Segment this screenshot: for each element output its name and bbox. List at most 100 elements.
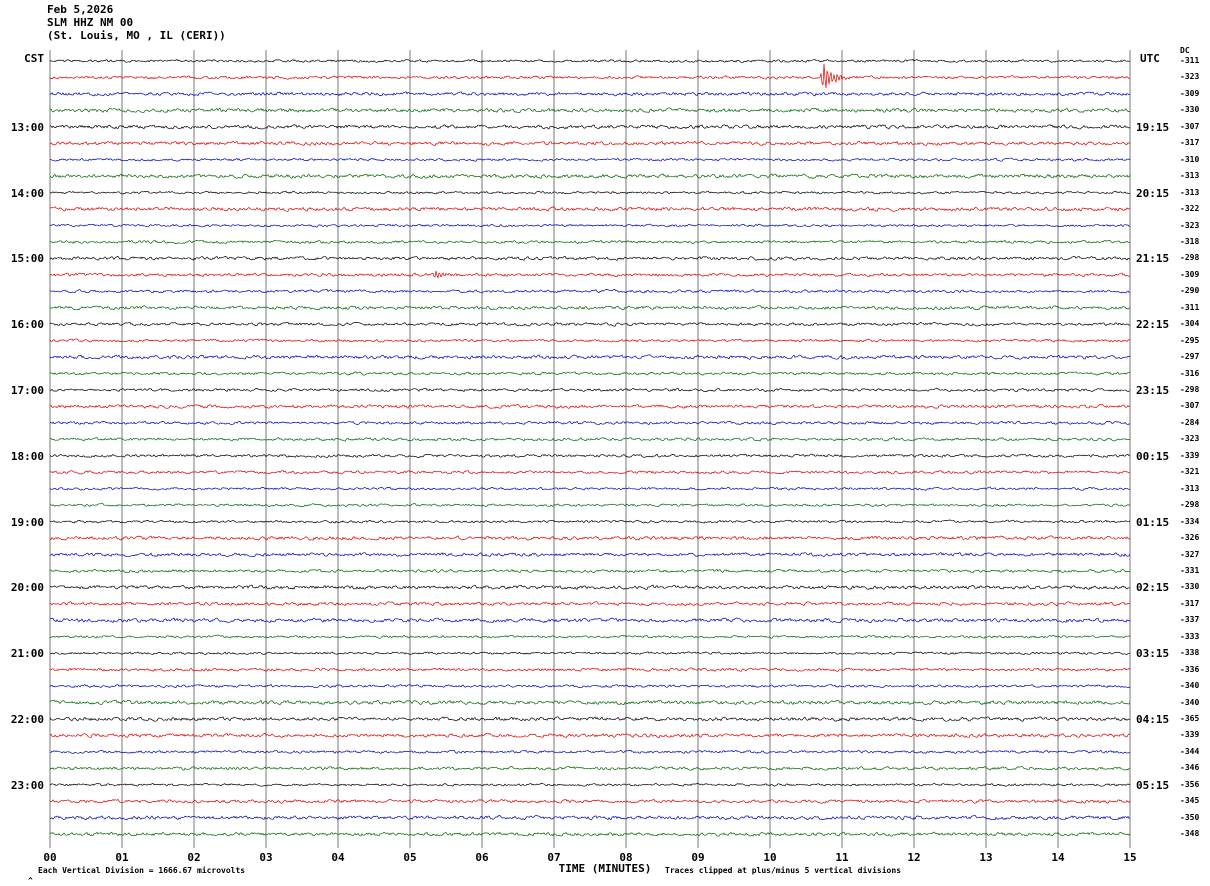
dc-offset-value: -339	[1180, 451, 1200, 460]
dc-offset-value: -346	[1180, 763, 1200, 772]
x-tick-label: 09	[691, 851, 705, 864]
cst-hour-label: 19:00	[10, 516, 44, 529]
dc-offset-value: -344	[1180, 747, 1200, 756]
x-tick-label: 01	[115, 851, 129, 864]
x-tick-label: 03	[259, 851, 273, 864]
seismogram-trace	[49, 651, 1131, 656]
dc-offset-value: -323	[1180, 221, 1200, 230]
x-axis-title: TIME (MINUTES)	[558, 862, 652, 875]
dc-offset-value: -309	[1180, 270, 1200, 279]
seismogram-trace	[49, 321, 1130, 327]
dc-offset-value: -322	[1180, 204, 1200, 213]
seismogram-trace	[49, 601, 1131, 607]
seismogram-trace	[49, 782, 1131, 787]
x-tick-label: 05	[403, 851, 417, 864]
seismogram-trace	[49, 814, 1131, 821]
x-tick-label: 12	[907, 851, 921, 864]
dc-offset-value: -336	[1180, 665, 1200, 674]
cst-hour-label: 21:00	[10, 647, 44, 660]
cst-hour-label: 23:00	[10, 779, 44, 792]
utc-time-label: 02:15	[1136, 581, 1170, 594]
seismogram-trace	[49, 437, 1131, 442]
seismogram-trace	[49, 58, 1131, 63]
seismogram-trace	[49, 91, 1130, 97]
dc-offset-value: -298	[1180, 385, 1200, 394]
dc-offset-value: -350	[1180, 813, 1200, 822]
cst-hour-label: 15:00	[10, 252, 44, 265]
dc-offset-value: -317	[1180, 599, 1200, 608]
dc-offset-value: -298	[1180, 253, 1200, 262]
dc-offset-value: -330	[1180, 105, 1200, 114]
cst-hour-label: 20:00	[10, 581, 44, 594]
header-station: SLM HHZ NM 00	[47, 16, 134, 29]
seismogram-trace	[49, 766, 1131, 771]
seismogram-trace	[49, 371, 1131, 376]
seismogram-trace	[49, 190, 1131, 195]
right-axis-header-utc: UTC	[1140, 52, 1160, 65]
utc-time-label: 04:15	[1136, 713, 1170, 726]
utc-time-label: 22:15	[1136, 318, 1170, 331]
seismogram-trace	[49, 354, 1131, 360]
seismogram-trace	[49, 206, 1131, 212]
dc-offset-value: -323	[1180, 72, 1200, 81]
seismogram-trace	[49, 634, 1131, 639]
cst-hour-label: 17:00	[10, 384, 44, 397]
utc-time-label: 19:15	[1136, 121, 1170, 134]
dc-offset-value: -339	[1180, 730, 1200, 739]
dc-offset-value: -313	[1180, 171, 1200, 180]
dc-offset-value: -326	[1180, 533, 1200, 542]
dc-offset-value: -321	[1180, 467, 1200, 476]
dc-offset-value: -323	[1180, 434, 1200, 443]
dc-offset-value: -333	[1180, 632, 1200, 641]
dc-offset-value: -304	[1180, 319, 1200, 328]
seismogram-trace	[49, 535, 1131, 541]
dc-offset-value: -295	[1180, 336, 1200, 345]
dc-offset-value: -313	[1180, 188, 1200, 197]
seismogram-trace	[49, 107, 1131, 114]
cst-hour-label: 14:00	[10, 187, 44, 200]
dc-offset-value: -307	[1180, 122, 1200, 131]
seismogram-trace	[49, 732, 1131, 738]
utc-time-label: 05:15	[1136, 779, 1170, 792]
dc-offset-value: -311	[1180, 56, 1200, 65]
x-tick-label: 04	[331, 851, 345, 864]
seismogram-trace	[49, 568, 1131, 574]
utc-time-label: 03:15	[1136, 647, 1170, 660]
dc-offset-value: -338	[1180, 648, 1200, 657]
seismogram-trace	[49, 667, 1131, 672]
utc-time-label: 23:15	[1136, 384, 1170, 397]
x-tick-label: 10	[763, 851, 777, 864]
seismogram-trace	[49, 403, 1131, 409]
seismogram-trace	[49, 338, 1130, 343]
cst-hour-label: 18:00	[10, 450, 44, 463]
dc-offset-value: -348	[1180, 829, 1200, 838]
dc-offset-value: -340	[1180, 698, 1200, 707]
seismogram-trace	[49, 453, 1131, 459]
header-location: (St. Louis, MO , IL (CERI))	[47, 29, 226, 42]
seismogram-trace	[49, 173, 1131, 179]
seismogram-trace	[49, 239, 1131, 245]
dc-offset-value: -311	[1180, 303, 1200, 312]
seismogram-trace	[49, 684, 1131, 689]
seismogram-trace	[49, 716, 1131, 722]
seismogram-trace	[49, 503, 1131, 508]
dc-offset-value: -330	[1180, 582, 1200, 591]
dc-offset-value: -318	[1180, 237, 1200, 246]
seismogram-trace	[49, 305, 1131, 311]
seismogram-trace	[49, 124, 1131, 130]
seismogram-trace	[49, 387, 1131, 393]
seismogram-trace	[49, 798, 1131, 804]
dc-offset-value: -327	[1180, 550, 1200, 559]
cst-hour-label: 22:00	[10, 713, 44, 726]
x-tick-label: 08	[619, 851, 633, 864]
x-tick-label: 13	[979, 851, 993, 864]
utc-time-label: 21:15	[1136, 252, 1170, 265]
x-tick-label: 14	[1051, 851, 1065, 864]
dc-offset-value: -356	[1180, 780, 1200, 789]
x-tick-label: 07	[547, 851, 561, 864]
dc-offset-value: -298	[1180, 500, 1200, 509]
seismogram-trace	[49, 519, 1131, 524]
seismogram-trace	[49, 552, 1131, 558]
